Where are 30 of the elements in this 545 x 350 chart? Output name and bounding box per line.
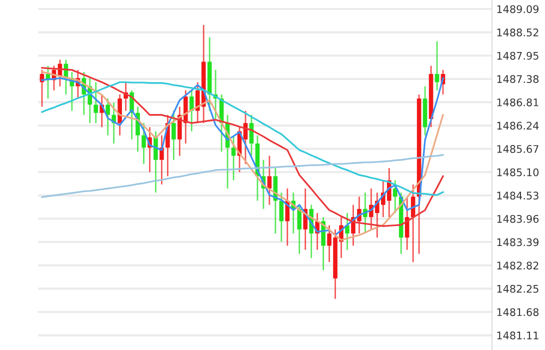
y-tick-label: 1485.67 [497, 145, 538, 153]
candlestick [297, 204, 302, 255]
candlestick [345, 212, 350, 251]
y-tick-label: 1481.68 [497, 308, 539, 316]
candlestick [172, 110, 176, 161]
y-tick-label: 1481.11 [497, 332, 538, 340]
candlestick [189, 90, 194, 132]
y-tick-label: 1483.39 [497, 238, 539, 246]
y-tick-label: 1485.10 [497, 168, 539, 176]
candlestick [142, 122, 146, 165]
candlestick [160, 134, 164, 186]
candlestick [434, 40, 440, 92]
y-tick-label: 1486.24 [497, 122, 539, 130]
line-series [41, 154, 444, 198]
y-tick-label: 1484.53 [497, 192, 538, 200]
y-tick-label: 1486.81 [497, 98, 538, 106]
y-tick-label: 1488.52 [497, 28, 538, 36]
candlestick [231, 134, 236, 182]
candlestick [392, 180, 398, 214]
candlestick [154, 130, 158, 194]
candlestick [267, 155, 272, 206]
candlestick [106, 98, 110, 136]
y-tick-label: 1482.82 [497, 262, 538, 270]
candlestick [94, 81, 98, 124]
y-tick-label: 1483.96 [497, 214, 539, 223]
y-tick-label: 1487.95 [497, 52, 538, 60]
y-tick-label: 1482.25 [497, 284, 538, 293]
candlestick [279, 192, 284, 242]
y-tick-label: 1489.09 [497, 5, 539, 14]
y-tick-label: 1487.38 [497, 75, 539, 84]
